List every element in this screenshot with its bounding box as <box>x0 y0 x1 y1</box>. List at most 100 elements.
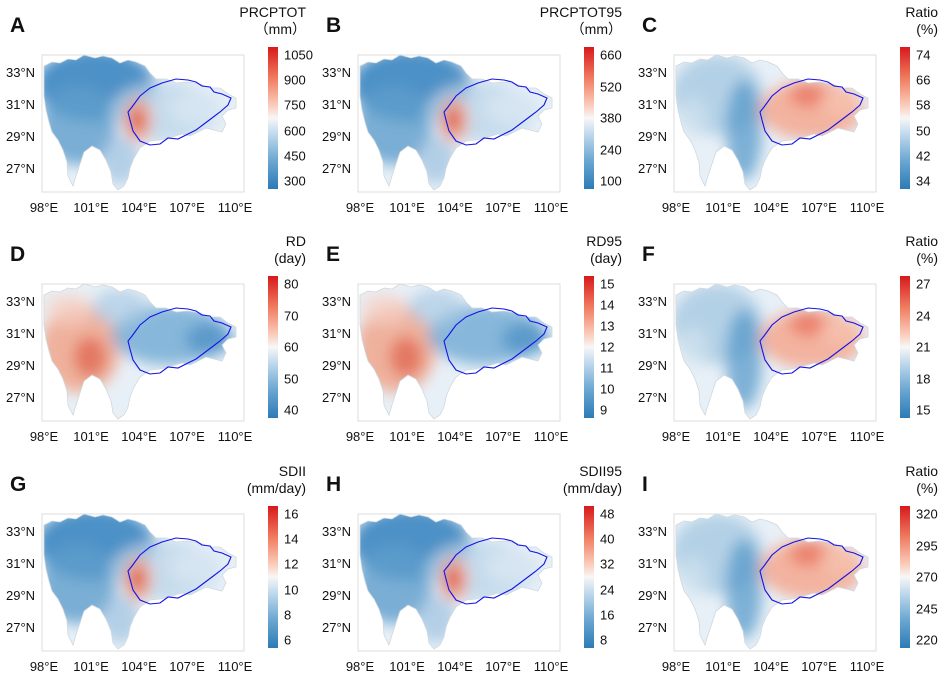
province-outline <box>43 54 237 191</box>
field-blob <box>92 289 148 325</box>
longitude-label: 107°E <box>801 429 837 444</box>
latitude-label: 27°N <box>322 620 352 635</box>
latitude-label: 27°N <box>6 390 36 405</box>
longitude-label: 110°E <box>849 429 885 444</box>
variable-unit: （mm） <box>254 21 306 37</box>
colorbar-tick-label: 42 <box>916 148 931 164</box>
province-outline <box>675 54 869 191</box>
basin-outline <box>127 78 232 146</box>
colorbar <box>584 276 594 418</box>
basin-outline <box>443 307 548 375</box>
latitude-label: 31°N <box>638 326 668 341</box>
colorbar-tick-label: 220 <box>916 632 938 648</box>
map-area <box>357 513 561 652</box>
map-panel-g: G SDII (mm/day) 33°N 31°N 29°N 27°N 98°E 101°E 10… <box>0 459 316 688</box>
field-blob <box>390 337 422 377</box>
field-blob <box>408 289 464 325</box>
variable-name: PRCPTOT <box>239 4 306 20</box>
variable-unit: (mm/day) <box>246 480 306 496</box>
field-blob <box>502 323 550 355</box>
colorbar-tick-label: 16 <box>600 607 615 623</box>
variable-name: SDII <box>278 463 306 479</box>
basin-outline <box>759 537 864 605</box>
variable-name: Ratio <box>905 463 938 479</box>
field-blob <box>790 542 826 566</box>
variable-title: SDII (mm/day) <box>247 463 306 497</box>
latitude-label: 27°N <box>322 390 352 405</box>
longitude-label: 101°E <box>705 659 741 674</box>
longitude-label: 98°E <box>29 200 59 215</box>
longitude-label: 101°E <box>389 659 425 674</box>
colorbar-tick-label: 14 <box>284 531 299 547</box>
colorbar-tick-label: 50 <box>284 371 299 386</box>
latitude-label: 29°N <box>6 358 36 373</box>
longitude-label: 104°E <box>437 659 473 674</box>
variable-unit: （mm） <box>570 21 622 37</box>
latitude-label: 33°N <box>6 65 36 80</box>
variable-title: RD95 (day) <box>586 233 622 267</box>
field-blob <box>131 110 143 130</box>
colorbar-tick-label: 15 <box>600 276 615 292</box>
field-blob <box>820 88 864 116</box>
map-area <box>41 283 245 422</box>
panel-letter: D <box>10 243 26 266</box>
colorbar-tick-label: 270 <box>916 569 938 585</box>
colorbar-tick-label: 520 <box>600 79 622 94</box>
colorbar-tick-label: 380 <box>600 110 622 126</box>
map-panel-c: C Ratio (%) 33°N 31°N 29°N 27°N 98°E 101°E 104°E 1… <box>632 0 948 229</box>
field-blob <box>44 293 92 325</box>
basin-outline <box>127 307 232 375</box>
latitude-label: 27°N <box>638 161 668 176</box>
longitude-label: 98°E <box>29 429 59 444</box>
colorbar-tick-label: 450 <box>284 148 306 164</box>
colorbar-tick-label: 16 <box>284 506 299 522</box>
colorbar-tick-label: 15 <box>916 402 931 418</box>
field-blob <box>447 110 459 130</box>
latitude-label: 31°N <box>6 97 36 112</box>
variable-name: PRCPTOT95 <box>539 4 622 20</box>
colorbar-tick-label: 80 <box>284 276 299 292</box>
province-field <box>360 514 552 649</box>
colorbar-tick-label: 100 <box>600 173 622 189</box>
colorbar-tick-label: 320 <box>916 506 938 522</box>
colorbar-tick-label: 70 <box>284 308 299 323</box>
variable-title: Ratio (%) <box>905 233 938 267</box>
longitude-label: 107°E <box>485 429 521 444</box>
map-panel-e: E RD95 (day) 33°N 31°N 29°N 27°N 98°E 101°E 104°E… <box>316 229 632 458</box>
panel-letter: G <box>10 473 27 496</box>
map-area <box>673 513 877 652</box>
field-blob <box>170 90 230 126</box>
variable-title: Ratio (%) <box>905 463 938 497</box>
longitude-label: 110°E <box>217 429 253 444</box>
latitude-label: 33°N <box>322 65 352 80</box>
latitude-label: 29°N <box>6 129 36 144</box>
longitude-label: 110°E <box>533 429 569 444</box>
colorbar-tick-label: 40 <box>600 531 615 547</box>
colorbar-tick-label: 12 <box>600 339 615 355</box>
field-blob <box>820 547 864 575</box>
colorbar <box>268 506 278 648</box>
longitude-label: 110°E <box>533 659 569 674</box>
colorbar <box>900 506 910 648</box>
colorbar-tick-label: 245 <box>916 601 938 616</box>
longitude-label: 101°E <box>73 200 109 215</box>
field-blob <box>486 90 546 126</box>
longitude-label: 98°E <box>345 200 375 215</box>
province-field <box>676 55 868 190</box>
latitude-label: 33°N <box>322 524 352 539</box>
latitude-label: 27°N <box>638 390 668 405</box>
panel-letter: F <box>642 243 655 266</box>
longitude-label: 104°E <box>121 429 157 444</box>
colorbar-tick-label: 240 <box>600 142 622 157</box>
field-blob <box>360 293 408 325</box>
colorbar-tick-label: 50 <box>916 123 931 139</box>
variable-name: Ratio <box>905 4 938 20</box>
colorbar-tick-label: 66 <box>916 72 931 88</box>
basin-outline <box>443 537 548 605</box>
colorbar-tick-label: 34 <box>916 173 931 189</box>
field-blob <box>74 337 106 377</box>
longitude-label: 107°E <box>169 429 205 444</box>
map-area <box>41 513 245 652</box>
longitude-label: 101°E <box>73 429 109 444</box>
colorbar-tick-label: 750 <box>284 97 306 113</box>
